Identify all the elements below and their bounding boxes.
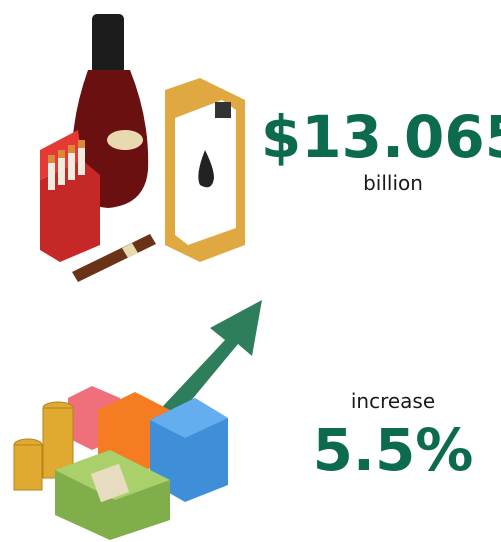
change-value: 5.5%	[313, 416, 474, 484]
total-unit: billion	[363, 171, 423, 195]
total-value: $13.065	[261, 103, 501, 171]
growth-illustration	[13, 300, 262, 540]
change-label: increase	[351, 389, 435, 413]
goods-illustration	[40, 14, 245, 282]
